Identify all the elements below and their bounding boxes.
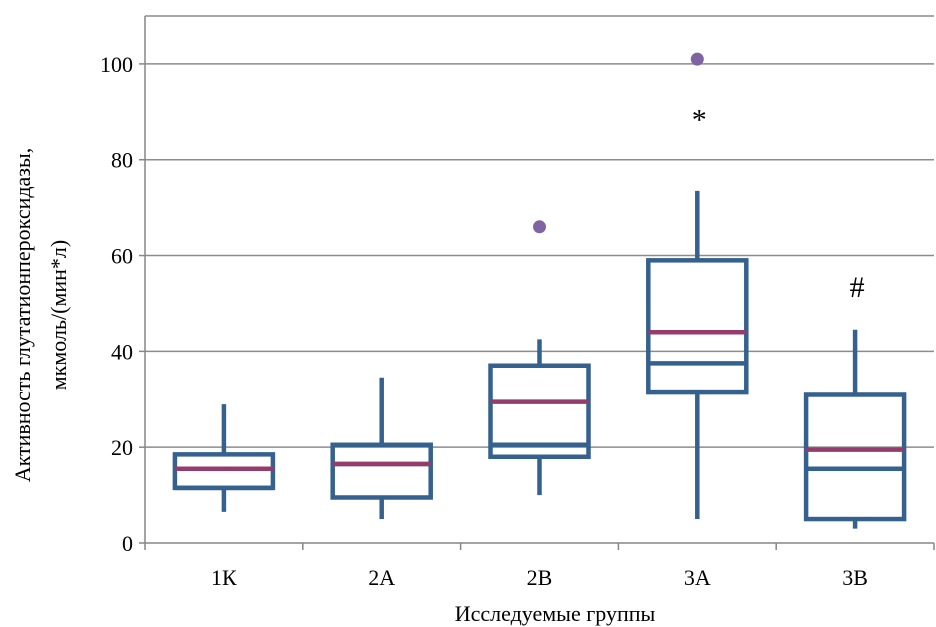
box-rect (488, 363, 591, 460)
y-tick-label: 40 (111, 339, 133, 364)
x-tick-label: 2А (368, 565, 395, 590)
y-axis-title-line-1: Активность глутатионпероксидазы, (10, 148, 35, 483)
significance-marker: * (692, 103, 707, 136)
boxes: *# (172, 52, 907, 529)
y-tick-label: 100 (100, 52, 133, 77)
y-tick-label: 60 (111, 244, 133, 269)
x-tick-label: 2В (527, 565, 553, 590)
outlier-point (533, 220, 546, 234)
y-tick-label: 80 (111, 148, 133, 173)
x-tick-label: 3В (842, 565, 868, 590)
y-axis-title: Активность глутатионпероксидазы, мкмоль/… (10, 148, 71, 483)
significance-marker: # (850, 271, 865, 304)
box-rect (803, 392, 907, 522)
box-3А (646, 190, 749, 520)
box-rect (172, 452, 276, 491)
y-tick-labels: 0 20 40 60 80 100 (100, 52, 133, 556)
box-2В (488, 339, 591, 496)
box-rect (330, 442, 433, 500)
x-tick-label: 3А (684, 565, 711, 590)
box-rect (646, 258, 749, 395)
outlier-point (690, 52, 704, 66)
box-1К (172, 404, 276, 512)
y-axis-title-line-2: мкмоль/(мин*л) (46, 240, 71, 390)
x-tick-labels: 1К 2А 2В 3А 3В (211, 565, 868, 590)
x-tick-label: 1К (211, 565, 237, 590)
box-3В (803, 329, 907, 529)
x-axis-title: Исследуемые группы (455, 601, 656, 626)
box-2А (330, 377, 433, 520)
gridlines (145, 15, 934, 448)
y-tick-label: 0 (122, 531, 133, 556)
axes (139, 16, 935, 550)
y-tick-label: 20 (111, 435, 133, 460)
